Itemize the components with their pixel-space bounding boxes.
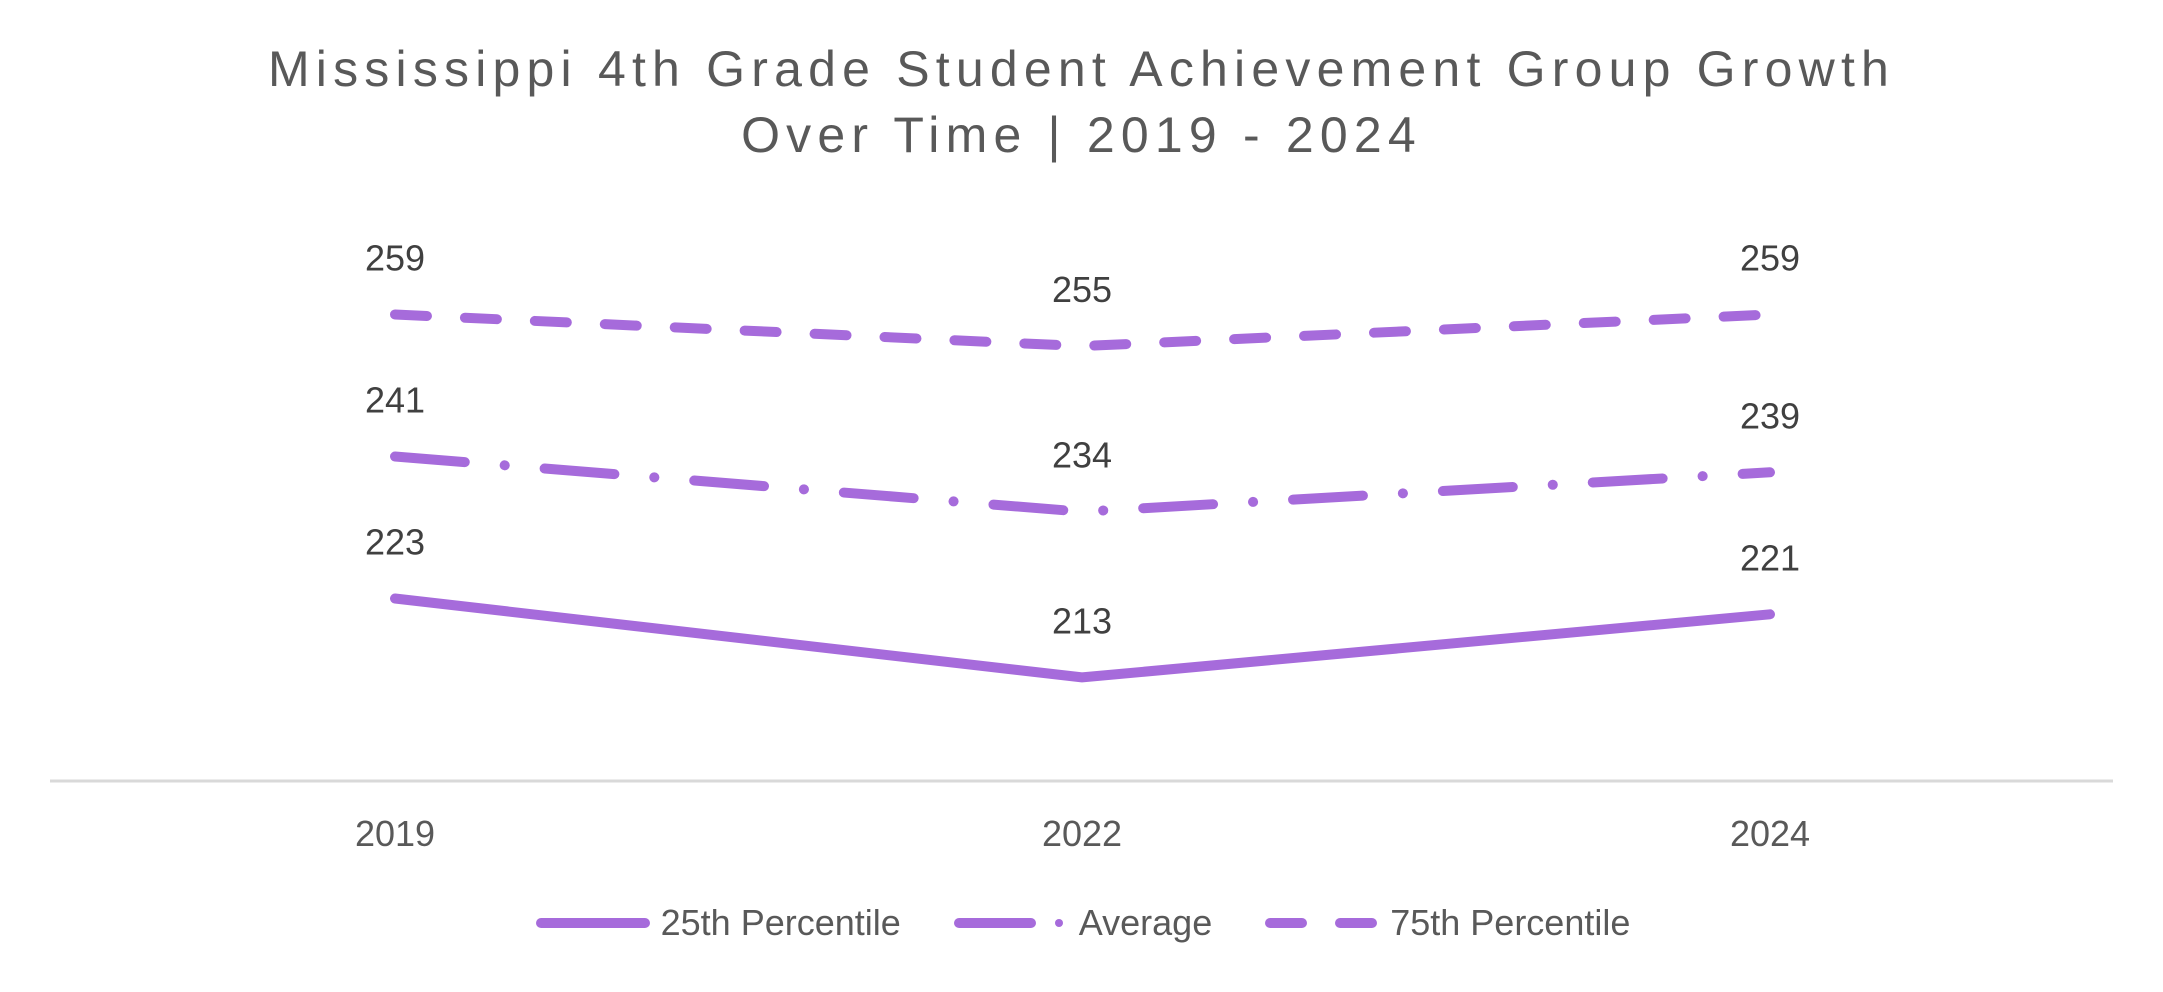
chart-title-line-1: Mississippi 4th Grade Student Achievemen… bbox=[267, 41, 1896, 97]
legend-label: 75th Percentile bbox=[1390, 902, 1631, 943]
data-label: 223 bbox=[365, 522, 425, 563]
solid-line-swatch-icon bbox=[535, 918, 650, 928]
x-axis-labels: 2019 2022 2024 bbox=[355, 813, 1810, 854]
data-label: 239 bbox=[1740, 395, 1800, 436]
dashed-line-swatch-icon bbox=[1265, 918, 1378, 928]
data-label: 213 bbox=[1052, 600, 1112, 641]
legend-item-75th-percentile[interactable]: 75th Percentile bbox=[1262, 902, 1630, 944]
series-layer bbox=[390, 309, 1775, 683]
data-label: 234 bbox=[1052, 435, 1112, 476]
dash-dot-line-swatch-icon bbox=[953, 918, 1063, 928]
data-label: 259 bbox=[365, 238, 425, 279]
x-axis-tick-label: 2024 bbox=[1730, 813, 1810, 854]
legend-label: Average bbox=[1078, 902, 1213, 943]
legend-item-average[interactable]: Average bbox=[951, 902, 1212, 944]
series-line-75th-percentile[interactable] bbox=[390, 309, 1775, 352]
data-label: 259 bbox=[1740, 238, 1800, 279]
x-axis-tick-label: 2022 bbox=[1042, 813, 1122, 854]
data-label: 241 bbox=[365, 380, 425, 421]
data-label: 221 bbox=[1740, 537, 1800, 578]
data-label: 255 bbox=[1052, 269, 1112, 310]
legend: 25th Percentile Average 75th Percentile bbox=[0, 902, 2163, 944]
legend-item-25th-percentile[interactable]: 25th Percentile bbox=[533, 902, 901, 944]
chart-title-line-2: Over Time | 2019 - 2024 bbox=[741, 107, 1422, 163]
x-axis-tick-label: 2019 bbox=[355, 813, 435, 854]
legend-label: 25th Percentile bbox=[660, 902, 901, 943]
data-labels: 223 213 221 241 234 239 259 255 259 bbox=[365, 238, 1800, 642]
series-line-25th-percentile[interactable] bbox=[390, 593, 1775, 683]
